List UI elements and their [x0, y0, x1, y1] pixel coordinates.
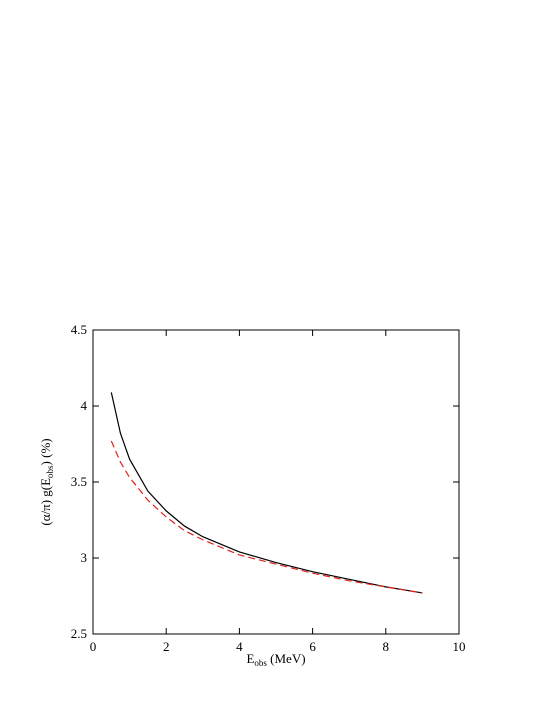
x-axis-label: Eobs (MeV) [246, 651, 305, 668]
x-tick-label: 0 [90, 639, 97, 654]
series-line [110, 392, 423, 594]
y-tick-label: 2.5 [71, 626, 87, 641]
y-tick-label: 3 [81, 550, 88, 565]
plot-frame [92, 329, 460, 635]
x-label-rest: (MeV) [267, 651, 306, 666]
x-tick-label: 4 [236, 639, 243, 654]
y-tick-label: 3.5 [71, 474, 87, 489]
x-tick-label: 10 [453, 639, 466, 654]
x-tick-label: 2 [163, 639, 170, 654]
y-label-sub: obs [45, 465, 55, 478]
series-line [110, 440, 423, 594]
y-tick-label: 4.5 [71, 322, 87, 337]
y-tick-label: 4 [81, 398, 88, 413]
y-label-rest: ) (%) [38, 438, 53, 465]
x-label-sub: obs [254, 658, 267, 668]
y-axis-label: (α/π) g(Eobs) (%) [38, 438, 55, 525]
x-tick-label: 6 [309, 639, 316, 654]
x-tick-label: 8 [383, 639, 390, 654]
y-label-main: (α/π) g(E [38, 478, 53, 526]
x-label-main: E [246, 651, 254, 666]
